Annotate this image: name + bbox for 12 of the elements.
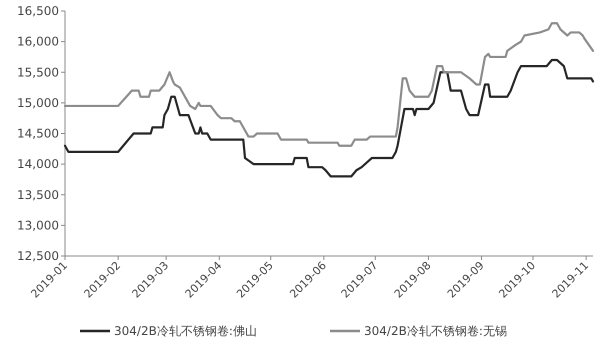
- y-tick-label: 15,500: [17, 65, 59, 80]
- y-tick-label: 12,500: [17, 249, 59, 263]
- y-tick-label: 14,000: [17, 157, 59, 172]
- line-series: [64, 58, 594, 178]
- y-tick-label: 13,500: [17, 188, 59, 202]
- y-tick-label: 16,500: [17, 4, 59, 18]
- legend-label: 304/2B冷轧不锈钢卷:佛山: [114, 324, 257, 338]
- y-tick-label: 13,000: [17, 218, 59, 232]
- legend-label: 304/2B冷轧不锈钢卷:无锡: [364, 324, 507, 338]
- y-tick-label: 14,500: [17, 126, 59, 140]
- y-tick-label: 15,000: [17, 96, 59, 110]
- y-tick-label: 16,000: [17, 34, 59, 49]
